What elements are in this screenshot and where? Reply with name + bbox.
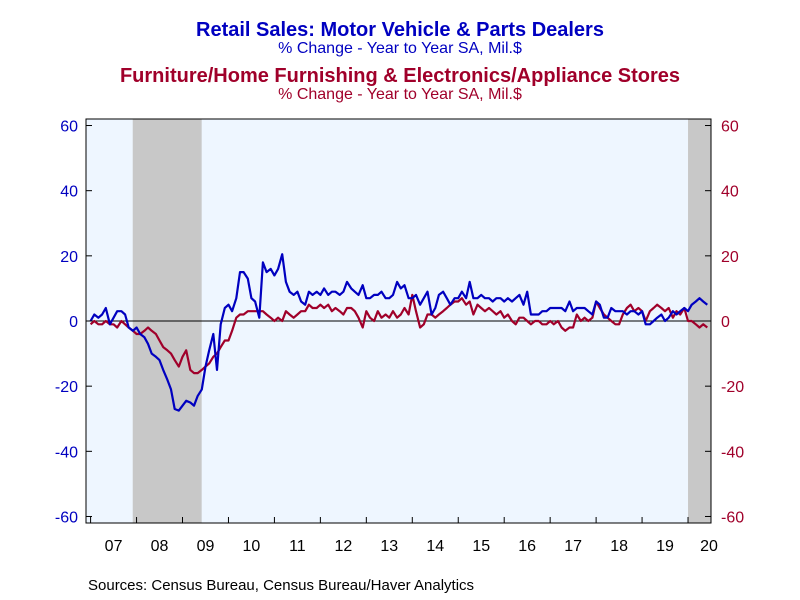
x-tick-label: 14 — [426, 538, 444, 555]
source-note: Sources: Census Bureau, Census Bureau/Ha… — [88, 577, 475, 594]
x-tick-label: 08 — [151, 538, 169, 555]
y-tick-label-right: -60 — [721, 509, 744, 526]
x-tick-label: 18 — [610, 538, 628, 555]
y-tick-label-left: 40 — [60, 184, 78, 201]
y-tick-label-left: -60 — [55, 509, 78, 526]
y-tick-label-left: -20 — [55, 379, 78, 396]
y-tick-label-left: -40 — [55, 444, 78, 461]
x-tick-label: 10 — [243, 538, 261, 555]
chart-title-1: Retail Sales: Motor Vehicle & Parts Deal… — [196, 19, 604, 41]
series-line-motor-vehicle — [89, 253, 708, 412]
x-tick-label: 13 — [380, 538, 398, 555]
y-tick-label-right: 20 — [721, 249, 739, 266]
x-tick-label: 09 — [197, 538, 215, 555]
y-tick-label-left: 0 — [69, 314, 78, 331]
y-tick-label-right: 0 — [721, 314, 730, 331]
y-tick-label-right: 60 — [721, 119, 739, 136]
y-tick-label-left: 20 — [60, 249, 78, 266]
x-tick-label: 11 — [289, 538, 306, 555]
chart-subtitle-1: % Change - Year to Year SA, Mil.$ — [278, 40, 522, 57]
y-tick-label-right: 40 — [721, 184, 739, 201]
x-tick-label: 12 — [334, 538, 352, 555]
series-line-furniture-electronics — [89, 293, 708, 375]
x-tick-label: 07 — [105, 538, 123, 555]
x-tick-label: 19 — [656, 538, 674, 555]
x-tick-label: 15 — [472, 538, 490, 555]
x-tick-label: 16 — [518, 538, 536, 555]
y-tick-label-right: -40 — [721, 444, 744, 461]
y-tick-label-right: -20 — [721, 379, 744, 396]
chart-title-2: Furniture/Home Furnishing & Electronics/… — [119, 65, 681, 87]
x-tick-label: 17 — [564, 538, 582, 555]
x-tick-label: 20 — [700, 538, 718, 555]
chart-subtitle-2: % Change - Year to Year SA, Mil.$ — [278, 86, 522, 103]
y-tick-label-left: 60 — [60, 119, 78, 136]
